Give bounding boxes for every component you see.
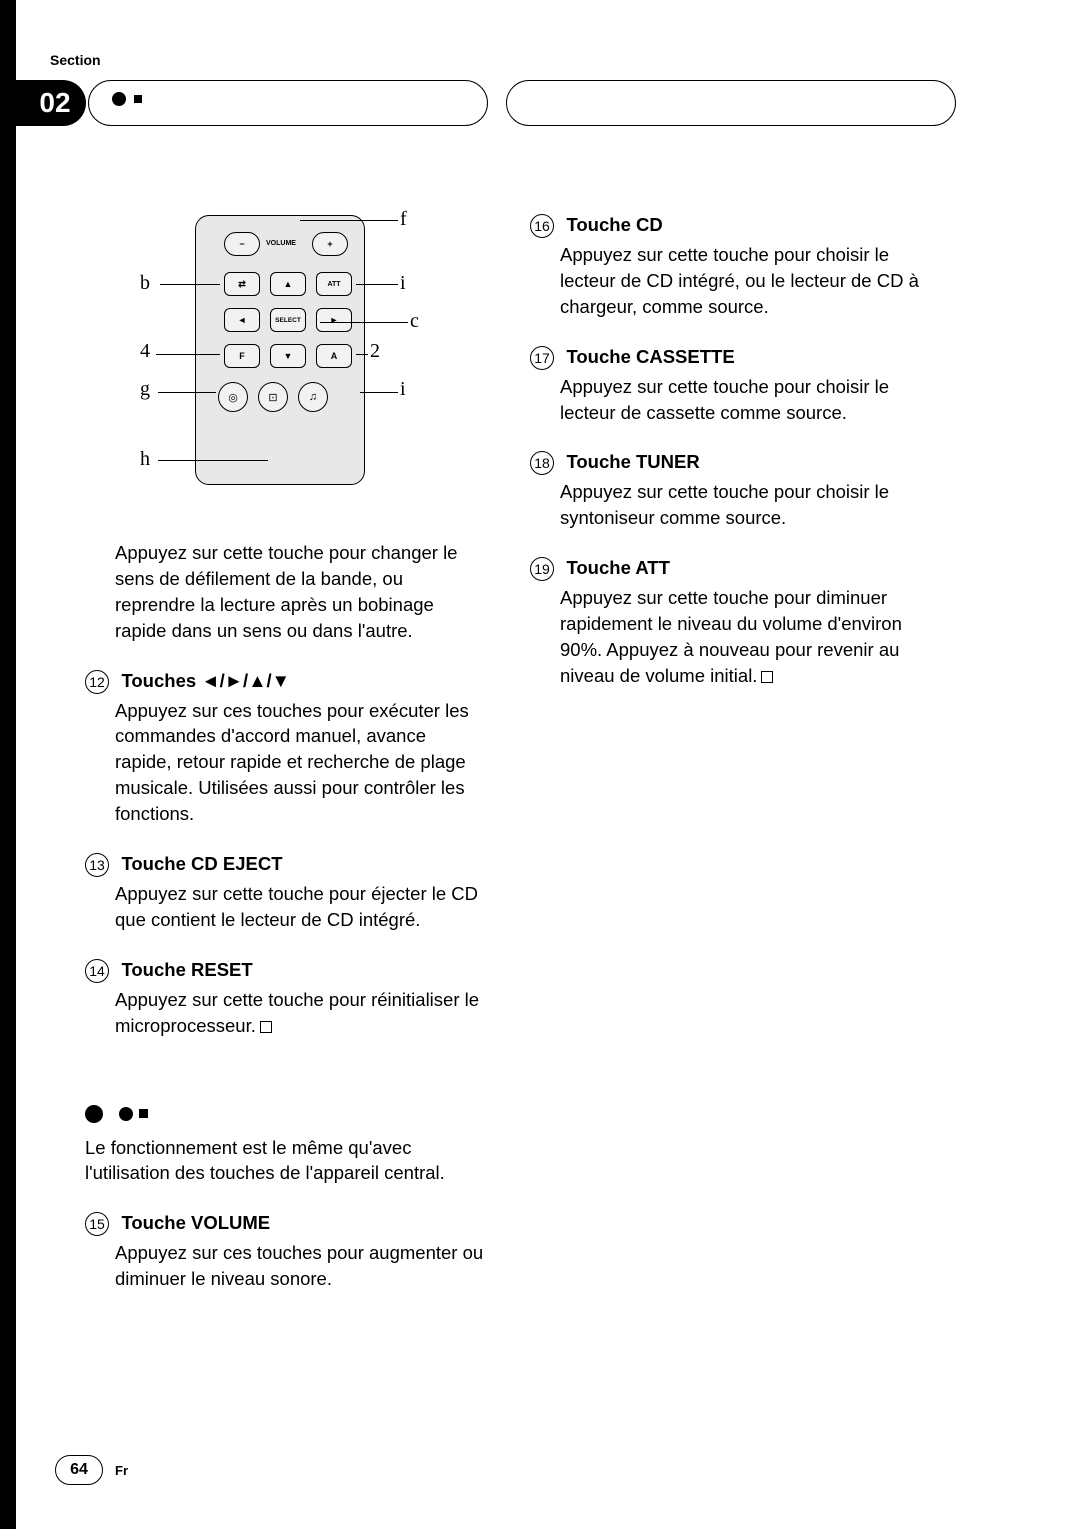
callout-i-top: i xyxy=(400,272,406,295)
section-label: Section xyxy=(50,52,101,68)
item-num-18: 18 xyxy=(530,451,554,475)
callout-line-4 xyxy=(156,354,220,355)
item-num-12: 12 xyxy=(85,670,109,694)
vol-plus-button: + xyxy=(312,232,348,256)
page-footer: 64 Fr xyxy=(55,1455,128,1485)
item-17: 17 Touche CASSETTE Appuyez sur cette tou… xyxy=(530,346,930,426)
item-title-13: Touche CD EJECT xyxy=(121,853,282,874)
item-body-19: Appuyez sur cette touche pour diminuer r… xyxy=(530,585,930,689)
header-pill-left xyxy=(88,80,488,126)
section-number-badge: 02 xyxy=(16,80,86,126)
left-button: ◄ xyxy=(224,308,260,332)
item-16: 16 Touche CD Appuyez sur cette touche po… xyxy=(530,214,930,320)
f-button: F xyxy=(224,344,260,368)
cassette-button: ⊡ xyxy=(258,382,288,412)
callout-line-c xyxy=(320,322,408,323)
callout-c: c xyxy=(410,310,419,333)
item-num-17: 17 xyxy=(530,346,554,370)
item-body-16: Appuyez sur cette touche pour choisir le… xyxy=(530,242,930,320)
end-marker-icon xyxy=(260,1021,272,1033)
left-column: Appuyez sur cette touche pour changer le… xyxy=(85,540,485,1318)
item-12: 12 Touches ◄/►/▲/▼ Appuyez sur ces touch… xyxy=(85,670,485,827)
remote-diagram: VOLUME − + ⇄ ▲ ATT ◄ SELECT ► F ▼ A ◎ ⊡ … xyxy=(180,215,380,485)
up-button: ▲ xyxy=(270,272,306,296)
item-title-15: Touche VOLUME xyxy=(121,1212,270,1233)
item-num-19: 19 xyxy=(530,557,554,581)
item-num-14: 14 xyxy=(85,959,109,983)
callout-h: h xyxy=(140,448,150,471)
header-dots xyxy=(112,92,142,106)
item-body-17: Appuyez sur cette touche pour choisir le… xyxy=(530,374,930,426)
item-body-15: Appuyez sur ces touches pour augmenter o… xyxy=(85,1240,485,1292)
item-13: 13 Touche CD EJECT Appuyez sur cette tou… xyxy=(85,853,485,933)
intro-paragraph: Appuyez sur cette touche pour changer le… xyxy=(85,540,485,644)
item-body-12: Appuyez sur ces touches pour exécuter le… xyxy=(85,698,485,827)
a-button: A xyxy=(316,344,352,368)
select-button: SELECT xyxy=(270,308,306,332)
item-num-15: 15 xyxy=(85,1212,109,1236)
down-button: ▼ xyxy=(270,344,306,368)
left-black-bar xyxy=(0,0,16,1529)
item-14: 14 Touche RESET Appuyez sur cette touche… xyxy=(85,959,485,1039)
item-15: 15 Touche VOLUME Appuyez sur ces touches… xyxy=(85,1212,485,1292)
section-dots xyxy=(85,1105,485,1123)
item-19: 19 Touche ATT Appuyez sur cette touche p… xyxy=(530,557,930,689)
right-button: ► xyxy=(316,308,352,332)
item-num-16: 16 xyxy=(530,214,554,238)
callout-line-f xyxy=(300,220,398,221)
tuner-button: ♫ xyxy=(298,382,328,412)
remote-body: VOLUME − + ⇄ ▲ ATT ◄ SELECT ► F ▼ A ◎ ⊡ … xyxy=(195,215,365,485)
item-title-14: Touche RESET xyxy=(121,959,252,980)
callout-f: f xyxy=(400,208,407,231)
callout-line-h xyxy=(158,460,268,461)
item-num-13: 13 xyxy=(85,853,109,877)
remote-intro: Le fonctionnement est le même qu'avec l'… xyxy=(85,1135,485,1187)
item-body-13: Appuyez sur cette touche pour éjecter le… xyxy=(85,881,485,933)
item-body-14: Appuyez sur cette touche pour réinitiali… xyxy=(85,987,485,1039)
right-column: 16 Touche CD Appuyez sur cette touche po… xyxy=(530,214,930,715)
item-title-17: Touche CASSETTE xyxy=(566,346,734,367)
item-title-19: Touche ATT xyxy=(566,557,669,578)
callout-g: g xyxy=(140,378,150,401)
end-marker-icon xyxy=(761,671,773,683)
att-button: ATT xyxy=(316,272,352,296)
callout-2: 2 xyxy=(370,340,380,363)
direction-button: ⇄ xyxy=(224,272,260,296)
callout-4: 4 xyxy=(140,340,150,363)
header-pill-right xyxy=(506,80,956,126)
callout-line-i1 xyxy=(356,284,398,285)
page-number-badge: 64 xyxy=(55,1455,103,1485)
callout-b: b xyxy=(140,272,150,295)
item-title-18: Touche TUNER xyxy=(566,451,699,472)
callout-line-i2 xyxy=(360,392,398,393)
item-title-12: Touches ◄/►/▲/▼ xyxy=(121,670,290,691)
callout-i-bottom: i xyxy=(400,378,406,401)
cd-button: ◎ xyxy=(218,382,248,412)
callout-line-g xyxy=(158,392,216,393)
vol-minus-button: − xyxy=(224,232,260,256)
callout-line-2 xyxy=(356,354,368,355)
item-title-16: Touche CD xyxy=(566,214,662,235)
item-18: 18 Touche TUNER Appuyez sur cette touche… xyxy=(530,451,930,531)
page-lang: Fr xyxy=(115,1463,128,1478)
item-body-18: Appuyez sur cette touche pour choisir le… xyxy=(530,479,930,531)
callout-line-b xyxy=(160,284,220,285)
